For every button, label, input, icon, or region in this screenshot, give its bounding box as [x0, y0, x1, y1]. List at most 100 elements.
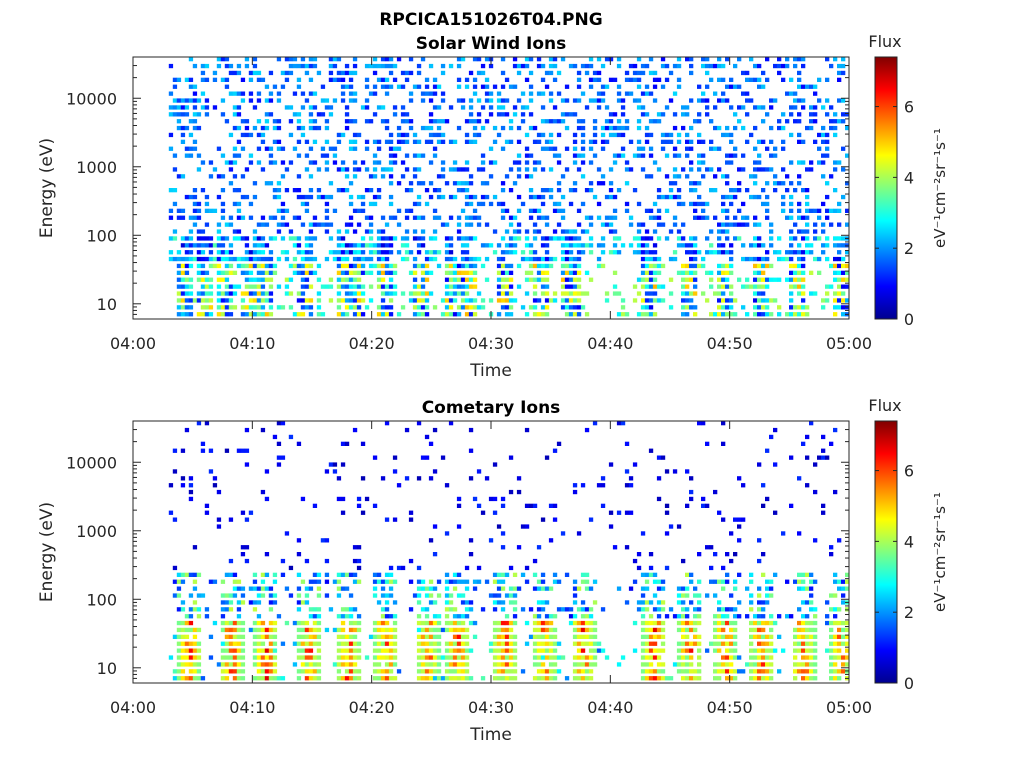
heatmap-cell: [440, 63, 446, 69]
heatmap-cell: [188, 476, 194, 481]
heatmap-cell: [701, 503, 706, 508]
heatmap-cell: [705, 84, 710, 89]
heatmap-cell: [508, 627, 514, 633]
heatmap-cell: [388, 215, 394, 220]
heatmap-cell: [444, 312, 450, 317]
heatmap-cell: [236, 614, 242, 619]
heatmap-cell: [360, 263, 366, 269]
heatmap-cell: [464, 648, 470, 653]
heatmap-cell: [244, 277, 250, 282]
heatmap-cell: [697, 98, 702, 103]
heatmap-cell: [416, 593, 422, 598]
heatmap-cell: [432, 469, 438, 474]
heatmap-cell: [220, 98, 226, 103]
heatmap-cell: [652, 593, 658, 598]
heatmap-cell: [308, 263, 314, 269]
heatmap-cell: [564, 263, 570, 269]
heatmap-cell: [316, 648, 322, 653]
heatmap-cell: [588, 669, 594, 674]
heatmap-cell: [276, 125, 282, 131]
heatmap-cell: [616, 91, 622, 96]
heatmap-cell: [388, 572, 394, 577]
colorbar-units-label: eV⁻¹cm⁻²sr⁻¹s⁻¹: [931, 492, 949, 612]
heatmap-cell: [344, 441, 350, 446]
heatmap-cell: [536, 256, 542, 262]
heatmap-cell: [648, 270, 654, 275]
heatmap-cell: [572, 160, 578, 165]
heatmap-cell: [773, 298, 778, 303]
heatmap-cell: [504, 263, 510, 269]
heatmap-cell: [592, 421, 598, 426]
heatmap-cell: [176, 312, 182, 317]
heatmap-cell: [725, 222, 730, 227]
heatmap-cell: [412, 305, 418, 310]
heatmap-cell: [168, 510, 174, 515]
heatmap-cell: [604, 222, 610, 227]
heatmap-cell: [384, 421, 390, 426]
heatmap-cell: [480, 167, 486, 172]
heatmap-cell: [773, 153, 778, 158]
x-tick-label: 04:10: [229, 334, 275, 353]
heatmap-cell: [480, 298, 486, 303]
heatmap-cell: [268, 98, 274, 103]
heatmap-cell: [176, 215, 182, 220]
heatmap-cell: [472, 284, 478, 289]
heatmap-cell: [733, 236, 738, 241]
heatmap-cell: [608, 250, 614, 255]
heatmap-cell: [348, 243, 354, 248]
heatmap-cell: [504, 284, 510, 289]
heatmap-cell: [448, 312, 454, 317]
heatmap-cell: [440, 160, 446, 165]
heatmap-cell: [236, 607, 242, 612]
heatmap-cell: [544, 634, 550, 639]
heatmap-cell: [360, 270, 366, 275]
heatmap-cell: [384, 284, 390, 289]
heatmap-cell: [652, 284, 658, 289]
heatmap-cell: [324, 593, 330, 598]
heatmap-cell: [384, 119, 390, 124]
heatmap-cell: [668, 194, 674, 200]
heatmap-cell: [644, 256, 650, 262]
heatmap-cell: [392, 648, 398, 653]
heatmap-cell: [416, 215, 422, 220]
heatmap-cell: [829, 119, 834, 124]
heatmap-cell: [652, 312, 658, 317]
heatmap-cell: [184, 641, 190, 646]
heatmap-cell: [256, 662, 262, 667]
heatmap-cell: [572, 277, 578, 282]
heatmap-cell: [628, 139, 634, 144]
heatmap-cell: [356, 291, 362, 296]
heatmap-cell: [192, 208, 198, 213]
heatmap-cell: [548, 298, 554, 303]
heatmap-cell: [228, 284, 234, 289]
heatmap-cell: [264, 496, 270, 502]
heatmap-cell: [244, 250, 250, 255]
heatmap-cell: [805, 634, 810, 639]
heatmap-cell: [644, 84, 650, 89]
heatmap-cell: [644, 125, 650, 131]
heatmap-cell: [560, 236, 566, 241]
heatmap-cell: [689, 167, 694, 172]
heatmap-cell: [729, 250, 734, 255]
heatmap-cell: [452, 263, 458, 269]
heatmap-cell: [304, 277, 310, 282]
heatmap-cell: [204, 614, 210, 619]
heatmap-cell: [216, 298, 222, 303]
heatmap-cell: [280, 146, 286, 151]
heatmap-cell: [749, 284, 754, 289]
heatmap-cell: [596, 57, 602, 62]
heatmap-cell: [348, 277, 354, 282]
heatmap-cell: [420, 284, 426, 289]
heatmap-cell: [588, 77, 594, 82]
heatmap-cell: [188, 305, 194, 310]
heatmap-cell: [805, 620, 810, 626]
heatmap-cell: [280, 222, 286, 227]
heatmap-cell: [252, 312, 258, 317]
heatmap-cell: [276, 98, 282, 103]
heatmap-cell: [472, 194, 478, 200]
heatmap-cell: [689, 160, 694, 165]
heatmap-cell: [648, 305, 654, 310]
heatmap-cell: [813, 256, 818, 262]
heatmap-cell: [284, 291, 290, 296]
heatmap-cell: [793, 277, 798, 282]
